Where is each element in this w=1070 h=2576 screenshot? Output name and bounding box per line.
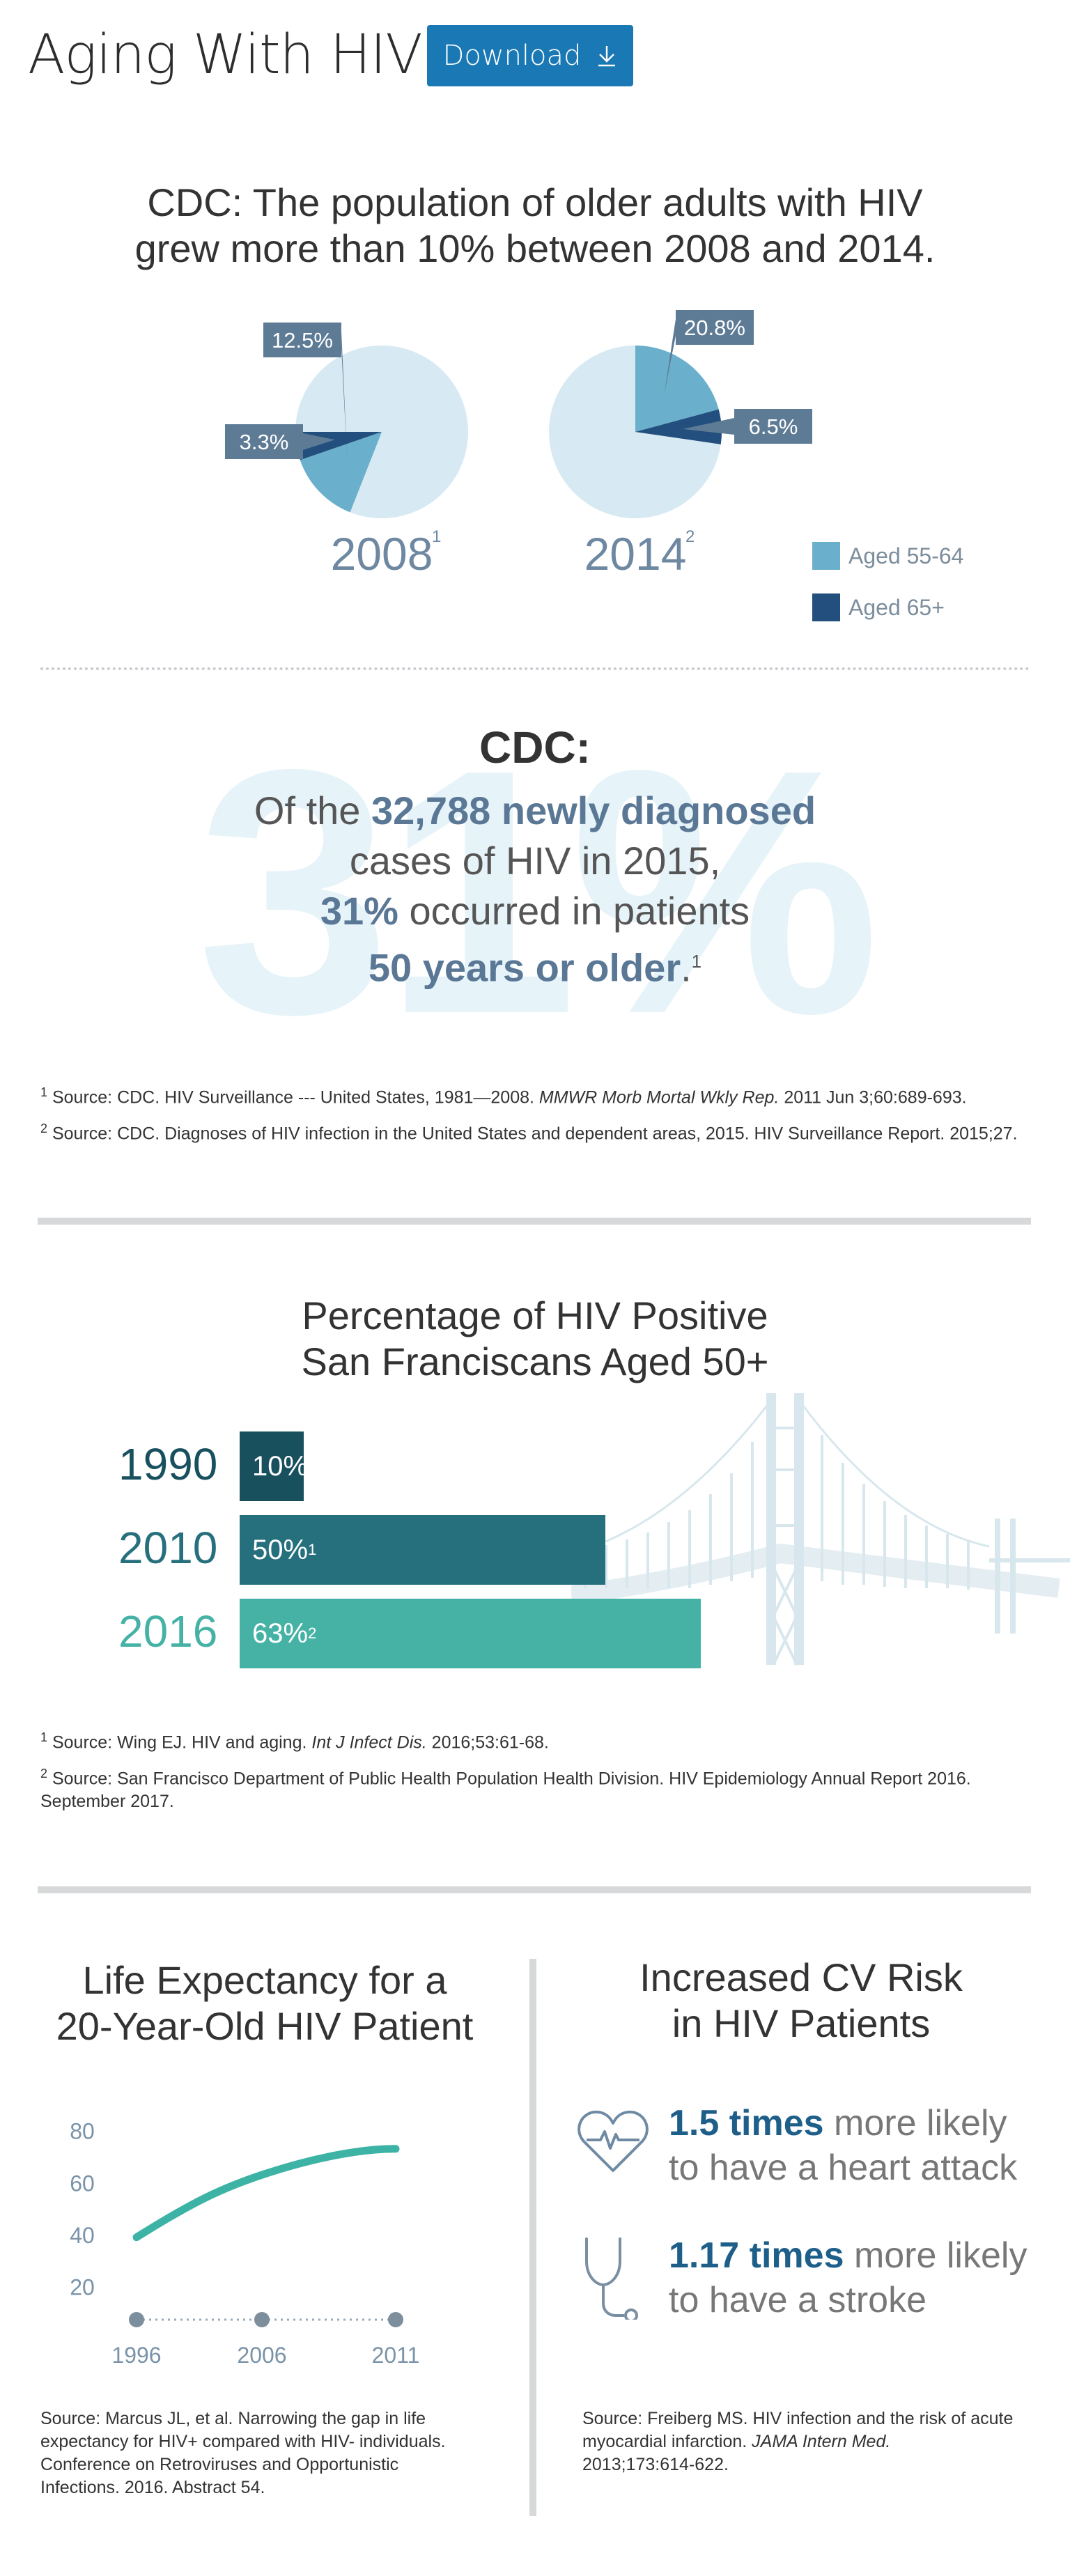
life-expectancy-line-chart: 20 40 60 80 1996 2006 2011 — [70, 2119, 420, 2368]
pie-2008-callout-label-1: 3.3% — [240, 430, 289, 454]
y-tick-80: 80 — [70, 2119, 95, 2144]
pie-section-title: CDC: The population of older adults with… — [0, 180, 1070, 272]
pie-2008-footnote-marker: 1 — [432, 527, 441, 546]
x-point-1996 — [129, 2312, 144, 2327]
pie-2008-callout-pointer-1 — [303, 433, 335, 450]
life-expectancy-title: Life Expectancy for a 20-Year-Old HIV Pa… — [56, 1958, 474, 2048]
bar-2016: 63% 2 — [240, 1599, 701, 1668]
x-point-2006 — [254, 2312, 270, 2327]
download-icon — [598, 46, 616, 67]
bar-year-2016: 2016 — [118, 1606, 218, 1656]
bar-1990: 10% 1 — [240, 1431, 316, 1501]
dotted-divider — [40, 667, 1030, 670]
big-percentage-background: 31% — [196, 697, 881, 1086]
pie-2008-year-label: 2008 — [331, 528, 433, 580]
footnote-1: 1 Source: CDC. HIV Surveillance --- Unit… — [40, 1085, 967, 1108]
x-tick-1996: 1996 — [111, 2343, 161, 2368]
bar-section-title-line1: Percentage of HIV Positive — [302, 1294, 768, 1337]
pie-2008-callout-pointer-0 — [341, 332, 348, 465]
cv-risk-source: Source: Freiberg MS. HIV infection and t… — [582, 2409, 1014, 2474]
pie-2014-slice-aged-55-64 — [635, 346, 719, 432]
cv-risk-title: Increased CV Risk in HIV Patients — [639, 1955, 963, 2045]
pie-2014-callout-box-1 — [734, 409, 812, 444]
bar-label-1990: 10% — [252, 1450, 309, 1482]
pie-2008-callout-box-0 — [263, 323, 341, 357]
x-point-2011 — [388, 2312, 403, 2327]
heart-attack-risk: 1.5 times more likely to have a heart at… — [669, 2103, 1018, 2188]
pie-2014-year-label: 2014 — [584, 528, 687, 580]
bar-label-2010: 50% — [252, 1534, 309, 1565]
pie-2014-callout-label-1: 6.5% — [749, 414, 798, 439]
bar-year-1990: 1990 — [118, 1439, 218, 1489]
cdc-stat-line3: 31% occurred in patients — [320, 889, 750, 933]
pie-2008-slice-aged-55-64 — [300, 432, 382, 513]
legend-label-0: Aged 55-64 — [848, 543, 963, 568]
x-tick-2011: 2011 — [372, 2343, 420, 2368]
life-expectancy-line — [132, 2145, 400, 2242]
life-expectancy-source: Source: Marcus JL, et al. Narrowing the … — [40, 2409, 446, 2497]
pie-section-title-line1: CDC: The population of older adults with… — [147, 180, 923, 224]
pie-2014-callout-label-0: 20.8% — [684, 316, 745, 340]
pie-2008-callout-box-1 — [225, 424, 303, 459]
pie-2014-slice-aged-65-plus — [635, 409, 722, 444]
cdc-stat-line4: 50 years or older.1 — [368, 945, 702, 990]
column-divider — [529, 1959, 536, 2516]
stethoscope-icon — [585, 2237, 638, 2320]
legend-swatch-1 — [812, 593, 840, 621]
pie-2014-callout-pointer-0 — [664, 319, 676, 394]
section-divider — [38, 1218, 1031, 1225]
download-button[interactable]: Download — [427, 25, 633, 86]
page-title: Aging With HIV — [28, 24, 423, 86]
pie-2008-callout-label-0: 12.5% — [272, 328, 333, 352]
golden-gate-bridge-illustration — [571, 1393, 1070, 1666]
y-tick-60: 60 — [70, 2171, 95, 2196]
footnote-2: 2 Source: CDC. Diagnoses of HIV infectio… — [40, 1122, 1018, 1144]
legend-swatch-0 — [812, 542, 840, 570]
bar-year-2010: 2010 — [118, 1523, 218, 1573]
bar-section-title: Percentage of HIV Positive San Francisca… — [0, 1293, 1070, 1385]
pie-2014-callout-box-0 — [676, 310, 754, 345]
bar-section-title-line2: San Franciscans Aged 50+ — [301, 1340, 769, 1383]
pie-section-title-line2: grew more than 10% between 2008 and 2014… — [134, 226, 936, 270]
stroke-risk: 1.17 times more likely to have a stroke — [669, 2235, 1028, 2320]
cdc-stat-line1: Of the 32,788 newly diagnosed — [254, 789, 816, 832]
y-tick-40: 40 — [70, 2223, 95, 2248]
download-label: Download — [442, 40, 582, 72]
section-divider-2 — [38, 1886, 1031, 1893]
footnote-4: 2 Source: San Francisco Department of Pu… — [40, 1767, 971, 1812]
x-tick-2006: 2006 — [237, 2343, 286, 2368]
y-tick-20: 20 — [70, 2275, 95, 2300]
bar-label-2016: 63% — [252, 1617, 309, 1649]
cdc-stat-line2: cases of HIV in 2015, — [349, 839, 721, 883]
cdc-heading: CDC: — [479, 722, 591, 773]
pie-2014-callout-pointer-1 — [683, 418, 734, 435]
legend-label-1: Aged 65+ — [848, 595, 945, 620]
heart-rate-icon — [577, 2110, 649, 2172]
footnote-3: 1 Source: Wing EJ. HIV and aging. Int J … — [40, 1730, 549, 1753]
pie-2014-footnote-marker: 2 — [685, 527, 695, 546]
bar-2010: 50% 1 — [240, 1515, 605, 1585]
